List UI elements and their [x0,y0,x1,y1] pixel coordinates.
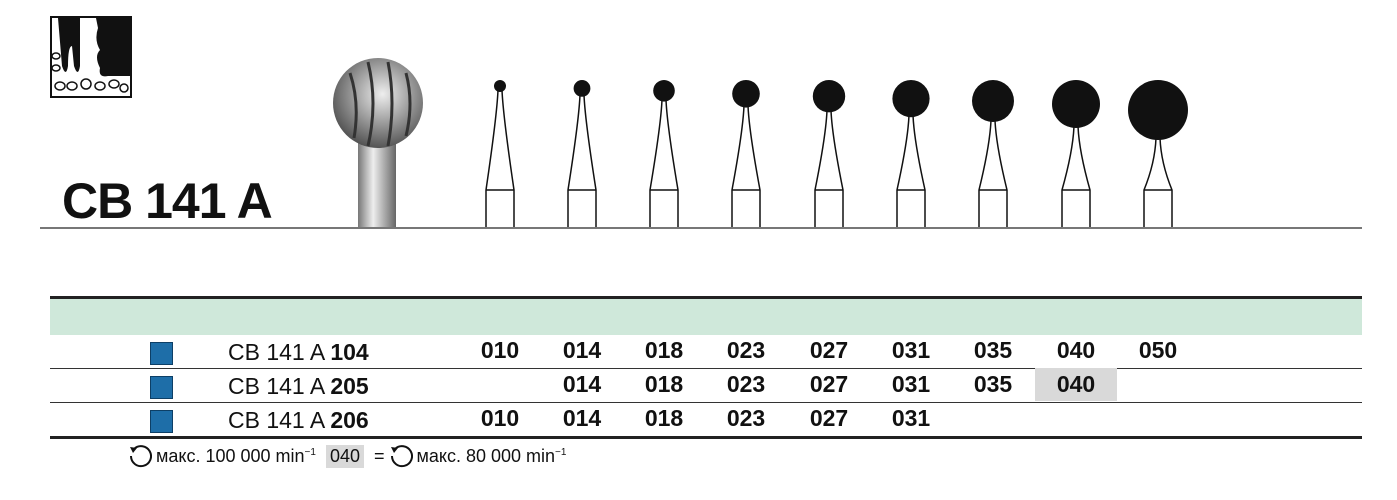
size-cell: 040 [1056,337,1096,363]
color-marker [150,342,173,365]
max-speed-1: макс. 100 000 min−1 [156,445,316,466]
rotation-icon [129,445,152,468]
size-cell [459,368,541,401]
product-title: CB 141 A [62,173,273,229]
size-cell: 010 [480,337,520,363]
size-cell [1035,402,1117,435]
size-cell [952,402,1034,435]
bur-drawing-040 [1052,80,1100,228]
size-cell: 014 [562,371,602,397]
divider [50,436,1362,439]
size-cell: 035 [973,337,1013,363]
color-marker [150,410,173,433]
size-cell: 027 [809,371,849,397]
size-cell: 031 [891,405,931,431]
bur-size-drawings [485,80,1188,228]
size-cell: 018 [644,405,684,431]
size-cell: 010 [480,405,520,431]
bur-drawing-050 [1128,80,1188,228]
size-cell: 027 [809,337,849,363]
bur-drawing-035 [972,80,1014,228]
product-code: CB 141 A 205 [228,373,369,399]
size-cell: 031 [891,371,931,397]
table-row: CB 141 A 104 010 014 018 023 027 031 035 040 050 [50,334,1362,369]
bur-drawing-018 [649,80,679,228]
bur-photo [333,58,423,228]
table-header-band [50,296,1362,335]
highlighted-size: 040 [325,444,364,468]
bur-drawing-027 [812,80,846,228]
color-marker [150,376,173,399]
bur-drawing-031 [892,80,930,228]
max-speed-2: макс. 80 000 min−1 [416,445,567,466]
bur-drawing-023 [731,80,761,228]
equals: = [374,445,385,466]
product-code: CB 141 A 206 [228,407,369,433]
size-cell: 023 [726,405,766,431]
rotation-icon [390,445,413,468]
tooth-bone-logo [50,16,132,98]
divider [40,227,1362,229]
product-code: CB 141 A 104 [228,339,369,365]
size-cell: 035 [973,371,1013,397]
size-cell [1117,368,1199,401]
size-cell: 023 [726,337,766,363]
size-cell: 027 [809,405,849,431]
size-cell: 018 [644,337,684,363]
table-row: CB 141 A 205 014 018 023 027 031 035 040 [50,368,1362,403]
bur-drawing-010 [485,80,515,228]
bur-drawing-014 [567,80,597,228]
size-cell [1117,402,1199,435]
size-cell: 040 [1035,368,1117,401]
size-cell: 014 [562,405,602,431]
size-cell: 014 [562,337,602,363]
table-row: CB 141 A 206 010 014 018 023 027 031 [50,402,1362,436]
size-cell: 050 [1138,337,1178,363]
speed-note: макс. 100 000 min−1 040 = макс. 80 000 m… [128,444,566,468]
size-cell: 023 [726,371,766,397]
size-cell: 018 [644,371,684,397]
size-cell: 031 [891,337,931,363]
